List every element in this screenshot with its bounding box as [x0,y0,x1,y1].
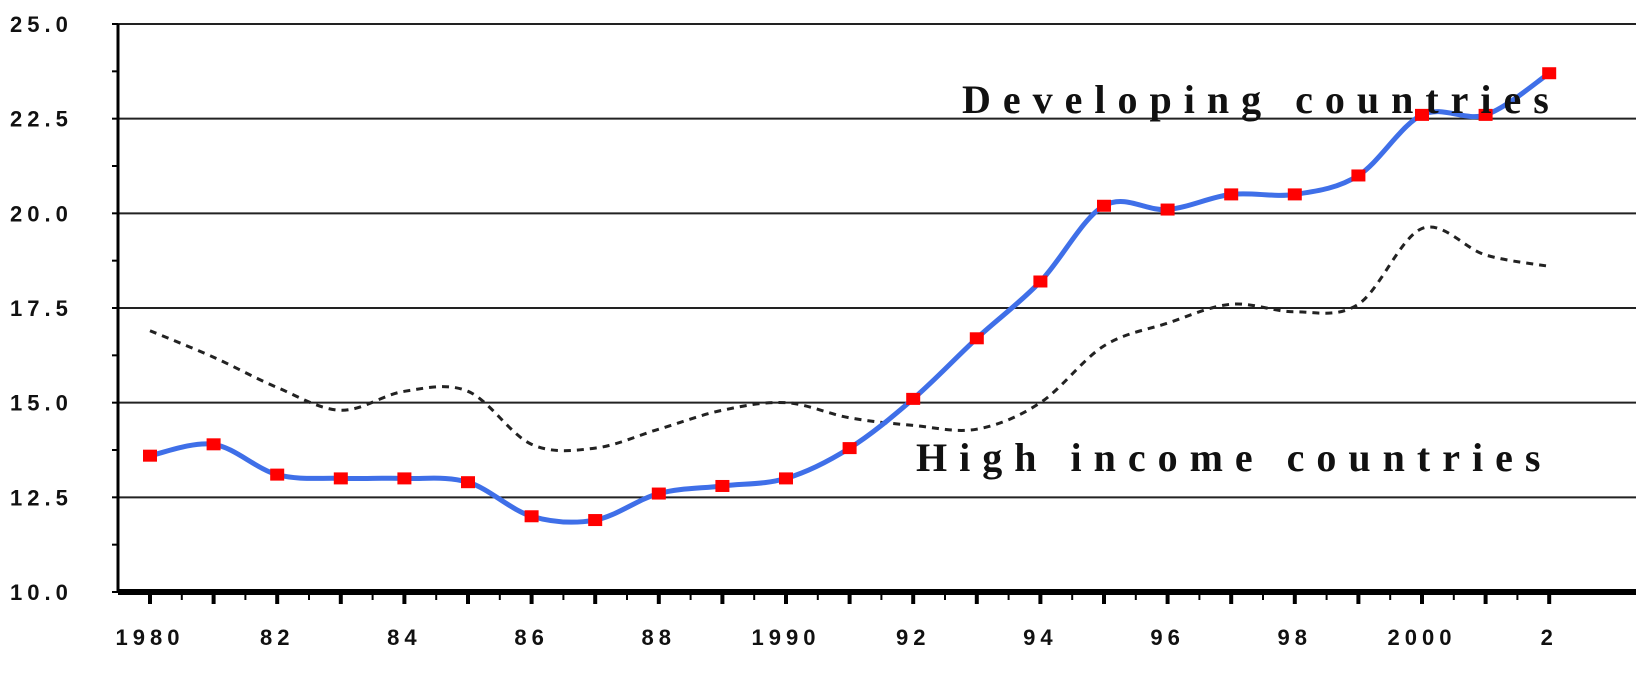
data-point-developing [397,472,412,485]
y-tick-label: 12.5 [10,485,73,510]
y-tick-label: 25.0 [10,12,73,37]
data-point-developing [715,479,730,492]
x-tick-label: 1990 [752,625,821,650]
data-point-developing [906,392,921,405]
series-line-high-income [149,225,1550,453]
x-tick-label: 98 [1278,625,1312,650]
x-tick-label: 96 [1150,625,1184,650]
data-point-developing [1478,108,1493,121]
y-tick-label: 20.0 [10,201,73,226]
x-tick-label: 2000 [1388,625,1457,650]
data-point-developing [1033,275,1048,288]
data-point-developing [524,510,539,523]
y-tick-label: 15.0 [10,391,73,416]
data-point-developing [779,472,793,485]
x-tick-label: 88 [642,625,676,650]
x-tick-label: 92 [896,625,930,650]
data-point-developing [1287,188,1302,201]
y-tick-label: 17.5 [10,296,73,321]
series-layer [143,67,1557,527]
data-point-developing [651,487,666,500]
y-tick-label: 10.0 [10,580,73,605]
y-axis-ticks: 10.0 12.5 15.0 17.5 20.0 22.5 25.0 [10,12,118,605]
data-point-developing [842,442,857,455]
x-tick-label: 94 [1023,625,1057,650]
data-point-developing [333,472,348,485]
data-point-developing [1542,67,1557,80]
x-tick-label: 82 [260,625,294,650]
data-point-developing [1160,203,1175,216]
series-label-developing: Developing countries [962,77,1561,122]
x-tick-label: 1980 [116,625,185,650]
data-point-developing [1351,169,1366,182]
series-line-developing [147,70,1552,525]
series-label-high-income: High income countries [916,435,1552,480]
y-tick-label: 22.5 [10,107,73,132]
x-tick-label: 86 [514,625,548,650]
data-point-developing [969,332,984,345]
data-point-developing [1415,108,1429,121]
x-tick-label: 2 [1541,625,1558,650]
data-point-developing [588,514,603,527]
x-tick-label: 84 [387,625,421,650]
x-axis-ticks: 1980 82 84 86 88 1990 92 94 96 98 2000 2 [116,592,1558,650]
data-point-developing [143,449,157,462]
data-point-developing [1097,199,1111,212]
data-point-developing [1224,188,1239,201]
data-point-developing [270,468,285,481]
data-point-developing [206,438,221,451]
data-point-developing [461,476,475,489]
